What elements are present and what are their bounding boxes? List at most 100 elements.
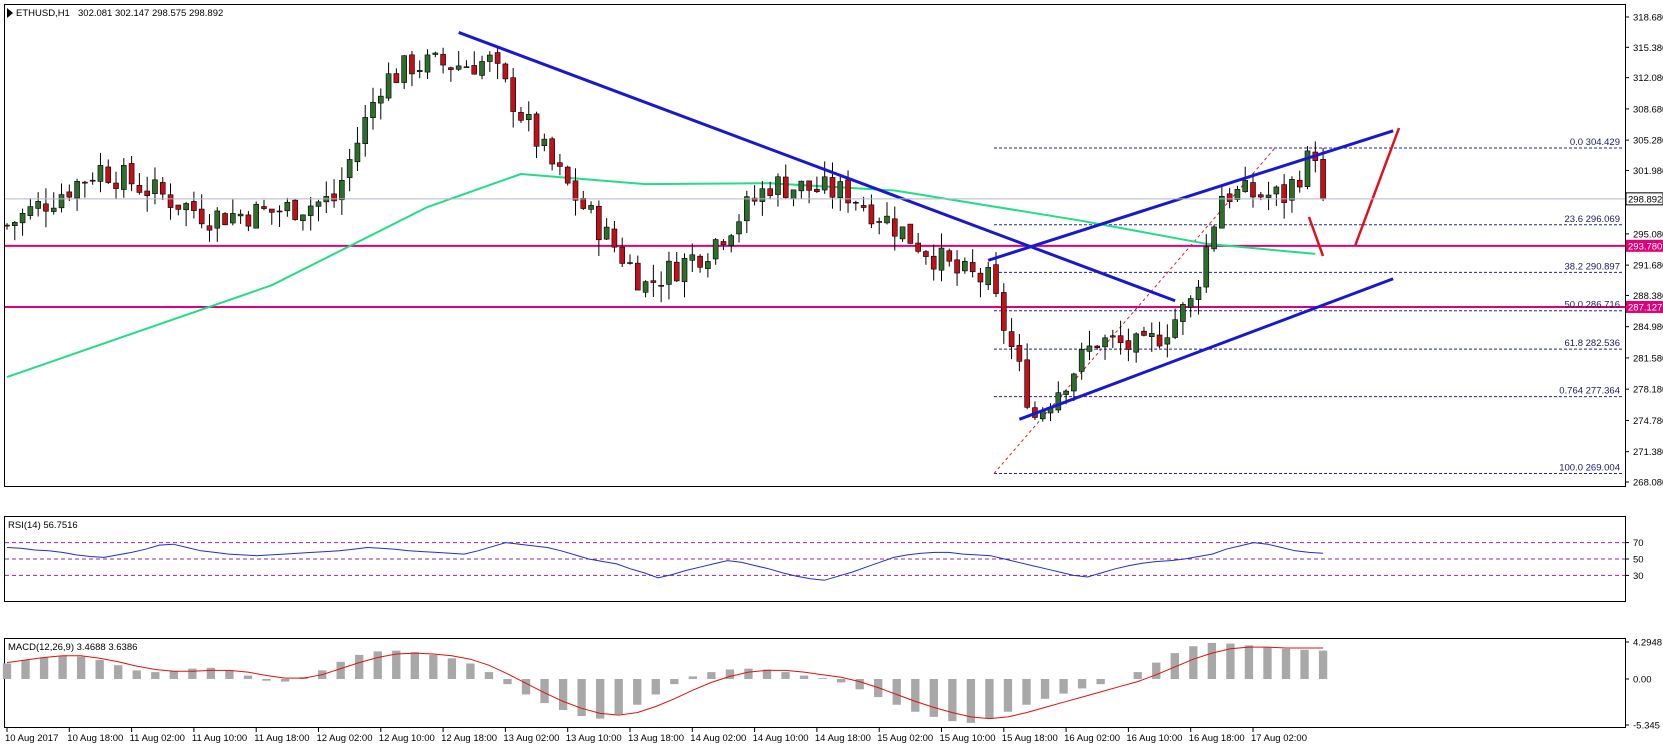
bear-candle [860, 205, 867, 208]
bull-candle [74, 181, 80, 199]
price-axis-label: 268.080 [1633, 478, 1663, 489]
bear-candle [276, 210, 283, 213]
bull-candle [183, 203, 189, 211]
bull-candle [1219, 195, 1225, 229]
current-price-label: 298.892 [1628, 194, 1662, 205]
price-axis: 318.680 315.380 312.080 308.680 305.280 301.9… [1625, 13, 1663, 489]
bear-candle [1296, 179, 1303, 188]
bull-candle [1078, 349, 1085, 372]
bull-candle [97, 165, 104, 182]
bull-candle [307, 205, 314, 216]
bear-candle [105, 166, 112, 183]
bear-candle [409, 54, 415, 75]
bull-candle [1289, 179, 1295, 201]
bear-candle [1125, 340, 1132, 350]
time-axis-label: 14 Aug 18:00 [815, 733, 871, 744]
bear-candle [393, 73, 400, 83]
bear-candle [533, 113, 540, 147]
time-axis-label: 12 Aug 18:00 [441, 733, 497, 744]
time-axis-label: 15 Aug 02:00 [877, 733, 933, 744]
bear-candle [502, 63, 509, 80]
bear-candle [627, 262, 633, 264]
bull-candle [728, 235, 735, 246]
bear-candle [206, 225, 213, 231]
bull-candle [432, 52, 439, 55]
bull-candle [712, 239, 719, 260]
bear-candle [697, 255, 703, 268]
projection-arrows [1307, 127, 1401, 257]
projection-arrow-down [1307, 216, 1325, 257]
bull-candle [525, 114, 532, 120]
ascending-channel-upper [987, 129, 1394, 262]
bull-candle [455, 65, 462, 70]
bear-candle [596, 205, 602, 241]
price-axis-label: 305.280 [1633, 136, 1663, 147]
bear-candle [829, 177, 836, 198]
bear-candle [245, 214, 252, 227]
bull-candle [1242, 180, 1249, 192]
moving-average-line [6, 172, 1316, 379]
bear-candle [1141, 330, 1147, 336]
descending-trendline [458, 31, 1176, 303]
bear-candle [268, 208, 275, 213]
bear-candle [619, 246, 626, 264]
bear-candle [580, 197, 587, 209]
bull-candle [1102, 337, 1108, 348]
bull-candle [152, 179, 158, 194]
rsi-indicator: 70 50 30 [5, 538, 1644, 582]
bear-candle [923, 251, 929, 257]
bear-candle [650, 280, 657, 283]
bull-candle [315, 201, 322, 207]
fib-level-label: 50.0 286.716 [1565, 300, 1620, 311]
bear-candle [1008, 331, 1015, 348]
bull-candle [1055, 392, 1062, 411]
bull-candle [899, 226, 906, 240]
bull-candle [798, 180, 805, 192]
bear-candle [907, 223, 914, 244]
bull-candle [284, 201, 291, 212]
bear-candle [572, 180, 579, 201]
bull-candle [1304, 150, 1311, 187]
bear-candle [510, 77, 516, 112]
ascending-channel-lower [1018, 277, 1394, 421]
time-axis-label: 11 Aug 02:00 [130, 733, 185, 744]
bull-candle [1148, 333, 1155, 337]
bull-candle [938, 247, 945, 271]
macd-indicator: 4.2948 0.00 -5.345 [2, 638, 1662, 732]
time-axis-label: 11 Aug 18:00 [254, 733, 309, 744]
bull-candle [759, 188, 766, 202]
price-axis-label: 288.380 [1633, 291, 1663, 302]
bull-candle [603, 226, 610, 240]
bull-candle [1164, 337, 1171, 345]
rsi-axis-label: 30 [1633, 571, 1644, 582]
horizontal-level-tag [1626, 239, 1663, 252]
moving-average [6, 172, 1316, 379]
fib-level-label: 61.8 282.536 [1565, 338, 1620, 349]
bull-candle [1133, 333, 1139, 353]
bull-candle [27, 206, 34, 216]
bull-candle [642, 281, 649, 293]
bear-candle [876, 221, 883, 223]
price-axis-label: 318.680 [1633, 13, 1663, 24]
bull-candle [744, 196, 750, 222]
macd-axis-label: 4.2948 [1633, 638, 1662, 649]
bull-candle [1234, 189, 1241, 200]
time-axis-label: 16 Aug 10:00 [1126, 733, 1182, 744]
bull-candle [689, 254, 696, 261]
bear-candle [767, 188, 773, 196]
main-header-symbol: ETHUSD,H1 [16, 8, 70, 19]
time-axis-label: 13 Aug 02:00 [503, 733, 559, 744]
bear-candle [128, 163, 135, 185]
bull-candle [1180, 304, 1186, 322]
bear-candle [954, 259, 960, 274]
bear-candle [1016, 345, 1023, 362]
time-axis-label: 11 Aug 10:00 [192, 733, 247, 744]
fib-level-label: 0.0 304.429 [1570, 137, 1620, 148]
bear-candle [1257, 194, 1264, 198]
bull-candle [775, 176, 781, 195]
bear-candle [930, 255, 937, 270]
bull-candle [1172, 319, 1178, 338]
bull-candle [370, 102, 376, 119]
bear-candle [946, 250, 953, 262]
bear-candle [969, 262, 976, 273]
